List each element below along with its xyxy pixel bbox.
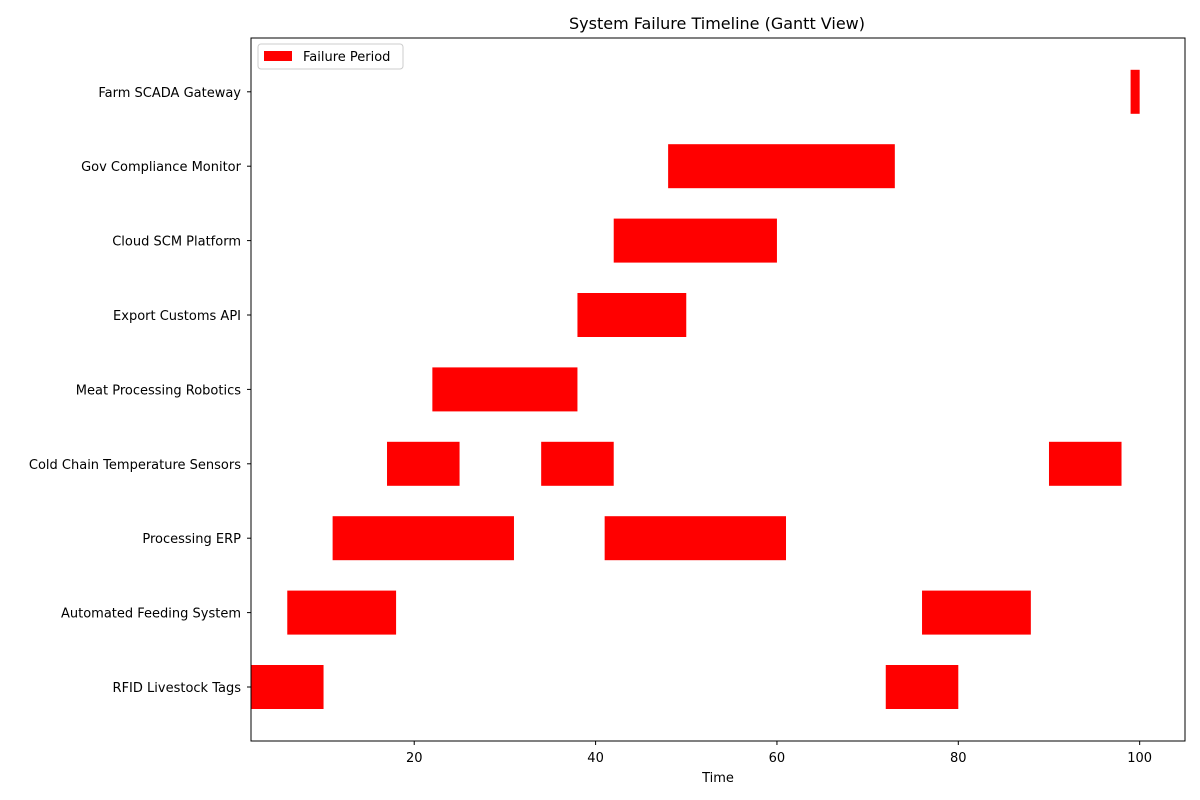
failure-bar — [287, 590, 397, 635]
x-tick-label: 80 — [950, 751, 967, 766]
failure-bar — [387, 441, 460, 486]
failure-bar — [668, 144, 895, 189]
failure-bar — [541, 441, 614, 486]
y-tick-label: RFID Livestock Tags — [113, 681, 242, 696]
x-tick-label: 100 — [1127, 751, 1152, 766]
y-tick-label: Meat Processing Robotics — [76, 383, 241, 398]
y-axis: RFID Livestock Tags Automated Feeding Sys… — [29, 86, 251, 696]
plot-frame — [250, 37, 1186, 742]
failure-bar — [613, 218, 777, 263]
failure-bar — [251, 665, 324, 709]
y-tick-label: Farm SCADA Gateway — [98, 86, 241, 101]
chart-title: System Failure Timeline (Gantt View) — [569, 14, 865, 33]
failure-bar — [1130, 69, 1140, 114]
x-tick-label: 40 — [587, 751, 604, 766]
failure-bar — [604, 516, 787, 561]
x-tick-label: 60 — [769, 751, 786, 766]
failure-bar — [885, 665, 959, 709]
failure-bar — [432, 367, 578, 412]
legend: Failure Period — [257, 43, 404, 70]
legend-box — [257, 43, 404, 70]
bars-layer — [251, 69, 1140, 709]
y-tick-label: Export Customs API — [113, 309, 241, 324]
y-tick-label: Cold Chain Temperature Sensors — [29, 458, 241, 473]
x-axis: 20 40 60 80 100 — [406, 741, 1152, 766]
legend-swatch — [264, 51, 292, 61]
x-axis-label: Time — [701, 771, 734, 786]
failure-bar — [332, 516, 514, 561]
x-tick-label: 20 — [406, 751, 423, 766]
failure-bar — [922, 590, 1031, 635]
y-tick-label: Processing ERP — [142, 532, 241, 547]
failure-bar — [1048, 441, 1122, 486]
y-tick-label: Gov Compliance Monitor — [81, 160, 242, 175]
legend-label: Failure Period — [303, 50, 390, 65]
y-tick-label: Automated Feeding System — [61, 607, 241, 622]
y-tick-label: Cloud SCM Platform — [112, 235, 241, 250]
failure-bar — [577, 293, 687, 337]
